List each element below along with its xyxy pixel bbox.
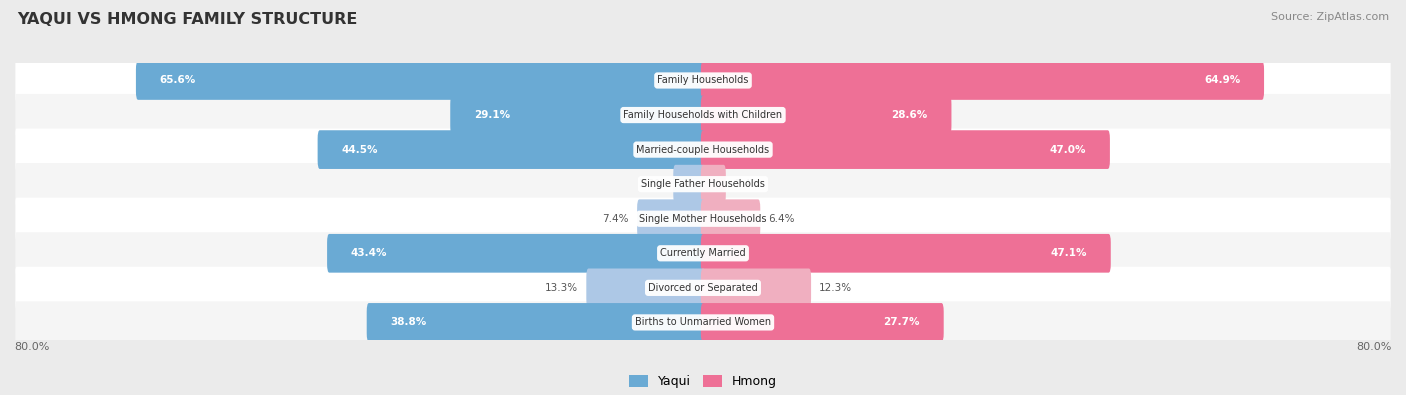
FancyBboxPatch shape <box>700 61 1264 100</box>
Text: 12.3%: 12.3% <box>820 283 852 293</box>
Text: 47.1%: 47.1% <box>1050 248 1087 258</box>
Text: 27.7%: 27.7% <box>883 318 920 327</box>
FancyBboxPatch shape <box>15 94 1391 136</box>
FancyBboxPatch shape <box>15 128 1391 171</box>
Text: Source: ZipAtlas.com: Source: ZipAtlas.com <box>1271 12 1389 22</box>
FancyBboxPatch shape <box>15 198 1391 240</box>
FancyBboxPatch shape <box>700 199 761 238</box>
Text: Married-couple Households: Married-couple Households <box>637 145 769 154</box>
FancyBboxPatch shape <box>15 267 1391 309</box>
Text: 3.2%: 3.2% <box>638 179 665 189</box>
Text: Family Households: Family Households <box>658 75 748 85</box>
Text: Births to Unmarried Women: Births to Unmarried Women <box>636 318 770 327</box>
FancyBboxPatch shape <box>700 269 811 307</box>
FancyBboxPatch shape <box>367 303 706 342</box>
FancyBboxPatch shape <box>15 232 1391 275</box>
Text: 64.9%: 64.9% <box>1204 75 1240 85</box>
Text: Family Households with Children: Family Households with Children <box>623 110 783 120</box>
Text: Currently Married: Currently Married <box>661 248 745 258</box>
Text: 2.4%: 2.4% <box>734 179 761 189</box>
Text: Divorced or Separated: Divorced or Separated <box>648 283 758 293</box>
Text: Single Father Households: Single Father Households <box>641 179 765 189</box>
FancyBboxPatch shape <box>586 269 706 307</box>
FancyBboxPatch shape <box>700 234 1111 273</box>
Text: 7.4%: 7.4% <box>602 214 628 224</box>
Text: YAQUI VS HMONG FAMILY STRUCTURE: YAQUI VS HMONG FAMILY STRUCTURE <box>17 12 357 27</box>
Text: 65.6%: 65.6% <box>160 75 195 85</box>
FancyBboxPatch shape <box>15 163 1391 205</box>
FancyBboxPatch shape <box>700 130 1109 169</box>
FancyBboxPatch shape <box>673 165 706 203</box>
Text: 47.0%: 47.0% <box>1050 145 1087 154</box>
Text: 80.0%: 80.0% <box>1357 342 1392 352</box>
Text: 13.3%: 13.3% <box>546 283 578 293</box>
FancyBboxPatch shape <box>15 59 1391 102</box>
Text: 28.6%: 28.6% <box>891 110 928 120</box>
FancyBboxPatch shape <box>700 165 725 203</box>
Text: 80.0%: 80.0% <box>14 342 49 352</box>
FancyBboxPatch shape <box>637 199 706 238</box>
FancyBboxPatch shape <box>328 234 706 273</box>
FancyBboxPatch shape <box>450 96 706 134</box>
FancyBboxPatch shape <box>136 61 706 100</box>
Text: 43.4%: 43.4% <box>350 248 387 258</box>
Legend: Yaqui, Hmong: Yaqui, Hmong <box>623 369 783 394</box>
FancyBboxPatch shape <box>318 130 706 169</box>
Text: 6.4%: 6.4% <box>769 214 794 224</box>
Text: 38.8%: 38.8% <box>391 318 426 327</box>
FancyBboxPatch shape <box>700 303 943 342</box>
Text: Single Mother Households: Single Mother Households <box>640 214 766 224</box>
FancyBboxPatch shape <box>700 96 952 134</box>
Text: 44.5%: 44.5% <box>342 145 378 154</box>
FancyBboxPatch shape <box>15 301 1391 344</box>
Text: 29.1%: 29.1% <box>474 110 510 120</box>
